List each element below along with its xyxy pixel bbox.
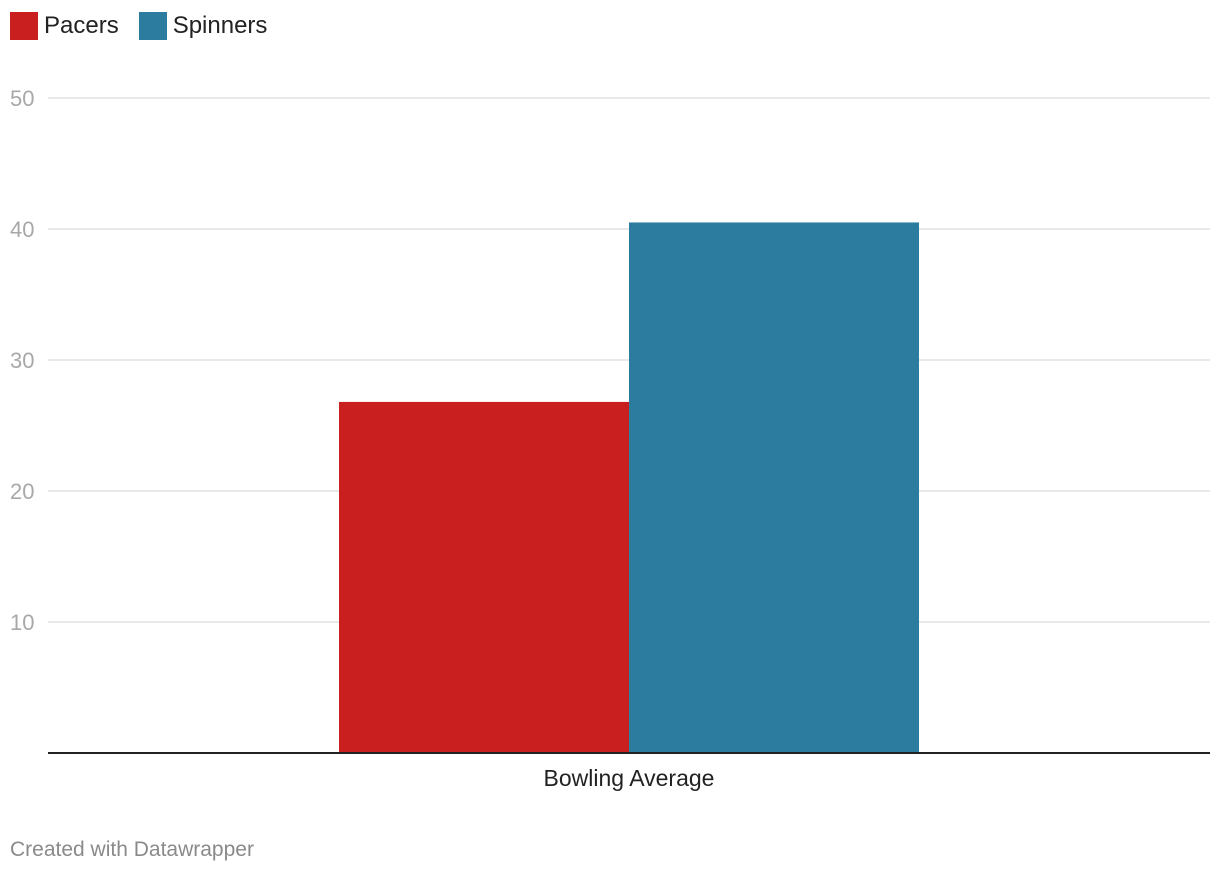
legend-item-pacers: Pacers [10, 12, 119, 40]
y-tick-label-10: 10 [10, 610, 34, 635]
bars [339, 222, 919, 753]
bar-spinners [629, 222, 919, 753]
chart-legend: Pacers Spinners [10, 12, 267, 40]
x-axis: Bowling Average [48, 752, 1210, 791]
bar-pacers [339, 401, 629, 753]
y-tick-label-40: 40 [10, 217, 34, 242]
legend-label-pacers: Pacers [44, 12, 119, 39]
y-tick-label-20: 20 [10, 479, 34, 504]
legend-label-spinners: Spinners [172, 12, 268, 39]
footer-credit: Created with Datawrapper [10, 838, 254, 861]
x-tick-label: Bowling Average [544, 765, 715, 791]
legend-swatch-spinners [138, 12, 167, 40]
y-tick-label-30: 30 [10, 348, 34, 373]
y-tick-label-50: 50 [10, 86, 34, 111]
legend-item-spinners: Spinners [138, 12, 268, 40]
legend-swatch-pacers [10, 12, 38, 40]
